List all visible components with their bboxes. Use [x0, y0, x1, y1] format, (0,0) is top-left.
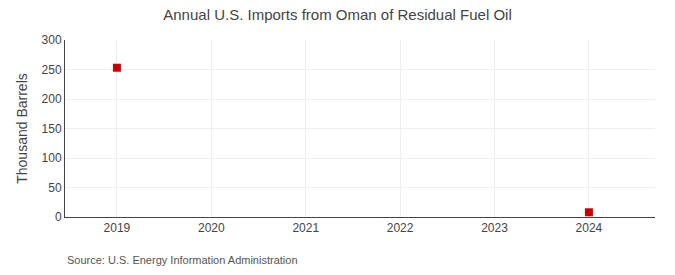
svg-text:150: 150 — [42, 122, 62, 136]
svg-text:200: 200 — [42, 92, 62, 106]
svg-text:300: 300 — [42, 33, 62, 47]
svg-text:2023: 2023 — [481, 221, 508, 235]
svg-text:Source: U.S. Energy Informatio: Source: U.S. Energy Information Administ… — [67, 254, 298, 266]
svg-text:2024: 2024 — [576, 221, 603, 235]
svg-text:50: 50 — [48, 181, 62, 195]
svg-text:2022: 2022 — [387, 221, 414, 235]
svg-text:2020: 2020 — [198, 221, 225, 235]
svg-text:0: 0 — [55, 210, 62, 224]
svg-text:Annual U.S. Imports from Oman: Annual U.S. Imports from Oman of Residua… — [163, 6, 511, 23]
svg-text:Thousand Barrels: Thousand Barrels — [14, 73, 30, 184]
svg-text:100: 100 — [42, 151, 62, 165]
svg-text:250: 250 — [42, 63, 62, 77]
svg-text:2021: 2021 — [292, 221, 319, 235]
svg-text:2019: 2019 — [104, 221, 131, 235]
